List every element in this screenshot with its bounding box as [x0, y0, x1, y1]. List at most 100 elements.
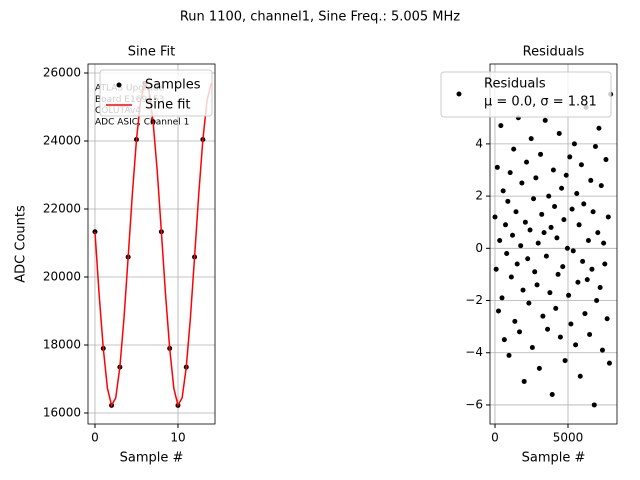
y-tick-label: 4: [475, 136, 483, 150]
data-point: [584, 277, 590, 283]
data-point: [548, 224, 554, 230]
axes-frame: [87, 63, 216, 425]
data-point: [577, 373, 583, 379]
data-point: [585, 237, 591, 243]
data-point: [556, 130, 562, 136]
y-tick-label: 2: [475, 189, 483, 203]
data-point: [578, 162, 584, 168]
legend-label: Sine fit: [145, 98, 191, 113]
axes-title: Sine Fit: [128, 45, 175, 60]
data-point: [505, 198, 511, 204]
data-point: [595, 230, 601, 236]
y-tick-label: −2: [465, 293, 483, 307]
data-point: [497, 237, 503, 243]
y-tick-label: 22000: [43, 201, 81, 215]
data-point: [498, 123, 504, 129]
data-point: [493, 266, 499, 272]
axes-frame: [489, 63, 618, 425]
data-point: [504, 251, 510, 257]
data-point: [553, 305, 559, 311]
data-point: [601, 240, 607, 246]
data-point: [555, 271, 561, 277]
data-point: [562, 358, 568, 364]
data-point: [592, 143, 598, 149]
x-tick-label: 10: [170, 431, 185, 445]
data-point: [527, 227, 533, 233]
legend-label: Samples: [145, 78, 201, 93]
data-point: [507, 170, 513, 176]
data-point: [576, 222, 582, 228]
legend-stats: μ = 0.0, σ = 1.81: [484, 95, 597, 110]
data-point: [501, 337, 507, 343]
data-point: [560, 264, 566, 270]
data-point: [561, 217, 567, 223]
data-point: [535, 240, 541, 246]
x-axis-label: Sample #: [522, 451, 586, 466]
data-point: [596, 125, 602, 131]
data-point: [574, 190, 580, 196]
data-point: [500, 188, 506, 194]
legend-marker: [116, 82, 122, 88]
data-point: [570, 248, 576, 254]
data-point: [520, 287, 526, 293]
y-tick-label: −4: [465, 345, 483, 359]
data-point: [494, 164, 500, 170]
figure-title: Run 1100, channel1, Sine Freq.: 5.005 MH…: [180, 10, 460, 25]
data-point: [557, 334, 563, 340]
y-tick-label: 18000: [43, 337, 81, 351]
data-point: [573, 342, 579, 348]
data-point: [545, 326, 551, 332]
data-point: [575, 279, 581, 285]
x-axis-label: Sample #: [120, 451, 184, 466]
data-point: [536, 365, 542, 371]
data-point: [492, 214, 498, 220]
data-point: [564, 245, 570, 251]
data-point: [533, 175, 539, 181]
data-point: [582, 311, 588, 317]
data-point: [588, 177, 594, 183]
data-point: [521, 378, 527, 384]
data-point: [569, 206, 575, 212]
data-point: [539, 211, 545, 217]
data-point: [568, 321, 574, 327]
data-point: [503, 222, 509, 228]
data-point: [597, 284, 603, 290]
y-axis-label: ADC Counts: [14, 205, 29, 283]
data-point: [524, 159, 530, 165]
data-point: [605, 214, 611, 220]
y-tick-label: 20000: [43, 269, 81, 283]
data-point: [603, 157, 609, 163]
data-point: [499, 295, 505, 301]
data-point: [506, 352, 512, 358]
x-tick-label: 0: [491, 431, 499, 445]
data-point: [517, 329, 523, 335]
data-point: [550, 167, 556, 173]
data-point: [552, 204, 558, 210]
data-point: [532, 269, 538, 275]
data-point: [566, 292, 572, 298]
y-tick-label: 24000: [43, 134, 81, 148]
data-point: [513, 209, 519, 215]
data-point: [606, 360, 612, 366]
y-tick-label: 0: [475, 241, 483, 255]
x-tick-label: 0: [91, 431, 99, 445]
data-point: [541, 230, 547, 236]
data-point: [528, 136, 534, 142]
data-point: [512, 318, 518, 324]
data-point: [594, 298, 600, 304]
legend-box: [440, 71, 612, 118]
data-point: [604, 316, 610, 322]
y-tick-label: −6: [465, 397, 483, 411]
data-point: [589, 266, 595, 272]
data-point: [581, 201, 587, 207]
data-point: [599, 347, 605, 353]
data-point: [518, 243, 524, 249]
data-point: [522, 219, 528, 225]
axes-title: Residuals: [523, 45, 585, 60]
annotation: ADC ASIC, Channel 1: [95, 117, 189, 127]
data-point: [580, 258, 586, 264]
x-tick-label: 5000: [553, 431, 584, 445]
data-point: [591, 402, 597, 408]
fit-line: [94, 81, 212, 408]
data-point: [514, 261, 520, 267]
